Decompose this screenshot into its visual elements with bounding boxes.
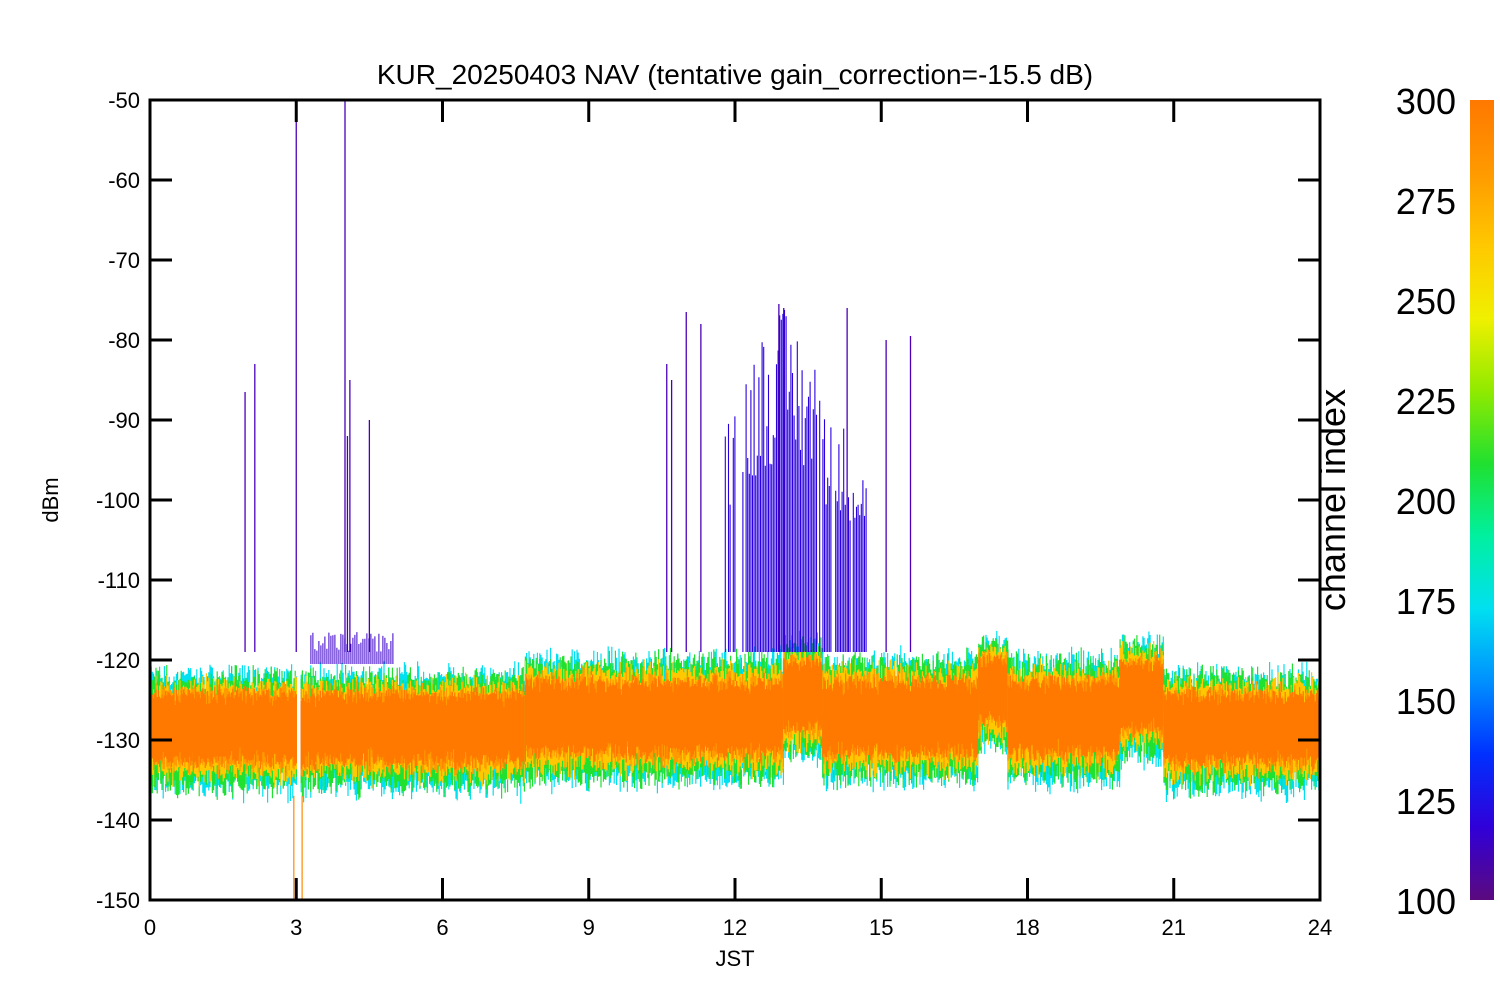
y-tick-label: -60 [108, 168, 140, 193]
y-tick-label: -130 [96, 728, 140, 753]
colorbar-tick-label: 225 [1396, 381, 1456, 422]
x-tick-label: 24 [1308, 915, 1332, 940]
y-tick-label: -100 [96, 488, 140, 513]
colorbar-tick-label: 275 [1396, 181, 1456, 222]
x-axis-label: JST [715, 946, 754, 971]
colorbar: 300 275 250 225 200 175 150 125 100 channel index [1312, 81, 1494, 922]
y-tick-label: -80 [108, 328, 140, 353]
noise-band-trace [1007, 674, 1121, 763]
colorbar-tick-label: 175 [1396, 581, 1456, 622]
y-tick-label: -140 [96, 808, 140, 833]
plot-area [149, 100, 1320, 900]
series-noise-floor [149, 630, 1320, 804]
noise-band-trace [978, 652, 1009, 729]
y-axis-label: dBm [38, 477, 63, 522]
y-tick-label: -150 [96, 888, 140, 913]
colorbar-label: channel index [1312, 389, 1353, 611]
noise-band-trace [524, 673, 784, 762]
colorbar-tick-label: 200 [1396, 481, 1456, 522]
y-tick-label: -120 [96, 648, 140, 673]
spike-burst [724, 310, 867, 652]
chart-title: KUR_20250403 NAV (tentative gain_correct… [377, 59, 1093, 90]
colorbar-tick-label: 150 [1396, 681, 1456, 722]
x-tick-label: 0 [144, 915, 156, 940]
x-tick-label: 18 [1015, 915, 1039, 940]
y-tick-label: -50 [108, 88, 140, 113]
x-tick-label: 6 [436, 915, 448, 940]
noise-band-trace [822, 674, 979, 762]
colorbar-tick-label: 300 [1396, 81, 1456, 122]
colorbar-tick-label: 250 [1396, 281, 1456, 322]
x-tick-label: 12 [723, 915, 747, 940]
colorbar-tick-label: 100 [1396, 881, 1456, 922]
y-tick-label: -70 [108, 248, 140, 273]
colorbar-tick-label: 125 [1396, 781, 1456, 822]
x-tick-label: 3 [290, 915, 302, 940]
axes: 0 3 6 9 12 15 18 21 24 -50 -60 -70 -80 -90 -100 -110 -12… [96, 88, 1332, 940]
y-tick-label: -90 [108, 408, 140, 433]
x-tick-label: 9 [583, 915, 595, 940]
x-tick-label: 15 [869, 915, 893, 940]
spike-fuzz [310, 632, 394, 664]
noise-band-trace [1163, 687, 1320, 771]
series-spikes [244, 100, 912, 900]
noise-band-trace [783, 654, 823, 733]
noise-band-trace [1119, 654, 1164, 735]
x-tick-label: 21 [1162, 915, 1186, 940]
colorbar-gradient [1470, 100, 1494, 900]
y-tick-label: -110 [98, 568, 140, 593]
